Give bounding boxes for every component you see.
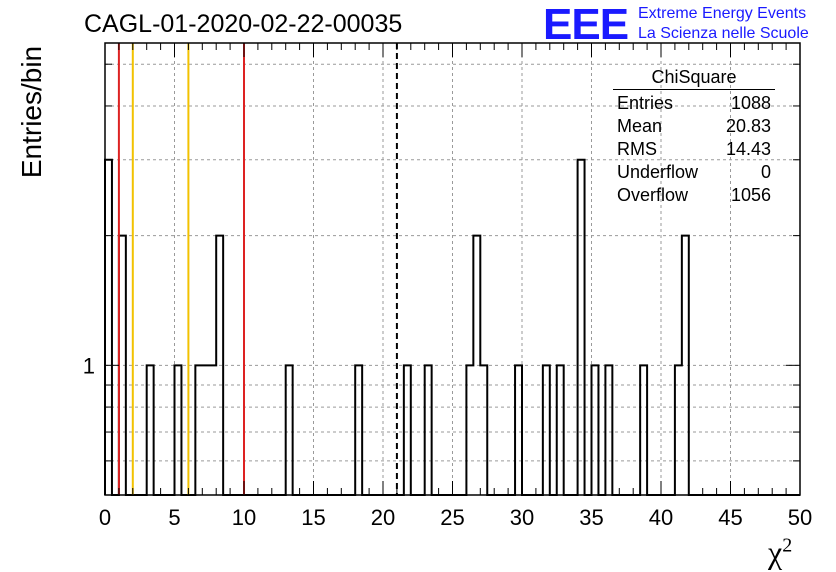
histogram-bin — [675, 365, 682, 495]
histogram-bin — [557, 365, 564, 495]
histogram-bin — [605, 365, 612, 495]
stats-label: Entries — [617, 93, 674, 113]
histogram-bin — [147, 365, 154, 495]
stats-value: 0 — [760, 162, 771, 182]
histogram-bin — [682, 236, 689, 495]
x-tick-label: 45 — [718, 505, 742, 530]
stats-label: Mean — [617, 116, 663, 136]
stats-label: Underflow — [617, 162, 699, 182]
stats-value: 1056 — [730, 185, 771, 205]
chart-title: CAGL-01-2020-02-22-00035 — [84, 10, 403, 38]
stats-row-mean: Mean 20.83 — [613, 115, 775, 138]
x-tick-label: 30 — [510, 505, 534, 530]
stats-row-overflow: Overflow 1056 — [613, 184, 775, 207]
histogram-bin — [543, 365, 550, 495]
x-tick-label: 20 — [371, 505, 395, 530]
y-tick-label: 1 — [83, 353, 95, 378]
stats-row-underflow: Underflow 0 — [613, 161, 775, 184]
stats-row-entries: Entries 1088 — [613, 92, 775, 115]
histogram-bin — [216, 236, 223, 495]
stats-label: RMS — [617, 139, 657, 159]
histogram-bin — [355, 365, 362, 495]
histogram-bin — [175, 365, 182, 495]
stats-header: ChiSquare — [613, 67, 775, 90]
histogram-bin — [286, 365, 293, 495]
histogram-bin — [202, 365, 209, 495]
histogram-bin — [119, 236, 126, 495]
x-tick-label: 25 — [440, 505, 464, 530]
x-tick-label: 10 — [232, 505, 256, 530]
x-axis-label: χ2 — [768, 534, 793, 570]
histogram-bin — [404, 365, 411, 495]
stats-value: 20.83 — [725, 116, 771, 136]
stats-value: 1088 — [730, 93, 771, 113]
histogram-bin — [480, 365, 487, 495]
logo-line-2: La Scienza nelle Scuole — [638, 25, 809, 42]
x-tick-label: 0 — [99, 505, 111, 530]
x-tick-label: 50 — [788, 505, 812, 530]
histogram-bin — [473, 236, 480, 495]
logo-caption: Extreme Energy Events La Scienza nelle S… — [638, 4, 809, 44]
logo-line-1: Extreme Energy Events — [638, 5, 807, 22]
x-tick-label: 15 — [301, 505, 325, 530]
histogram-bin — [195, 365, 202, 495]
x-tick-label: 40 — [649, 505, 673, 530]
stats-row-rms: RMS 14.43 — [613, 138, 775, 161]
histogram-bin — [105, 160, 112, 495]
x-tick-label: 5 — [168, 505, 180, 530]
stats-label: Overflow — [617, 185, 689, 205]
stats-value: 14.43 — [725, 139, 771, 159]
histogram-bin — [209, 365, 216, 495]
histogram-bin — [425, 365, 432, 495]
histogram-bin — [466, 365, 473, 495]
histogram-bin — [592, 365, 599, 495]
histogram-bin — [640, 365, 647, 495]
eee-logo: EEE — [543, 0, 629, 49]
histogram-bin — [515, 365, 522, 495]
histogram-bin — [578, 160, 585, 495]
stats-box: ChiSquare Entries 1088 Mean 20.83 RMS 14… — [613, 67, 775, 207]
x-tick-label: 35 — [579, 505, 603, 530]
